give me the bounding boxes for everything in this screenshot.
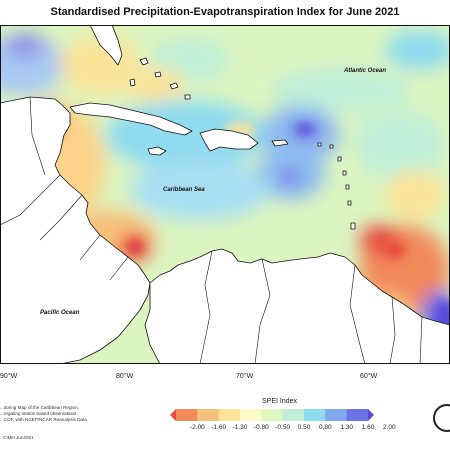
legend-swatch <box>304 409 326 421</box>
copyright-text: CIMH Jun2021 <box>3 435 34 440</box>
legend-swatch <box>261 409 284 421</box>
legend-swatch <box>170 409 176 421</box>
legend-swatch <box>282 409 305 421</box>
lon-label-80w: 80°W <box>116 373 134 380</box>
legend-swatch <box>368 409 374 421</box>
bahamas-islands <box>129 57 191 100</box>
legend-title: SPEI Index <box>262 398 298 405</box>
legend-tick-label: 2.00 <box>383 424 396 431</box>
country-borders <box>0 96 423 364</box>
jamaica-island <box>147 146 167 156</box>
cimh-logo <box>433 404 450 432</box>
map-title: Standardised Precipitation-Evapotranspir… <box>50 6 400 18</box>
legend-tick-label: -1.60 <box>211 424 227 431</box>
legend-tick-label: -0.50 <box>275 424 291 431</box>
florida-landmass <box>89 25 123 66</box>
legend-tick-label: 0.50 <box>297 424 311 431</box>
puerto-rico-island <box>271 139 289 147</box>
legend-tick-label: 1.30 <box>340 424 353 431</box>
central-america-landmass <box>0 96 151 364</box>
note-line: ...COF, with NCEP/NCAR Reanalysis Data <box>0 417 87 422</box>
legend-tick-label: -1.30 <box>232 424 248 431</box>
legend-ticks: -2.00 -1.60 -1.30 -0.80 -0.50 0.50 0.80 1.30 1.6… <box>174 424 396 434</box>
caribbean-sea-label: Caribbean Sea <box>163 187 205 193</box>
lon-label-70w: 70°W <box>236 373 254 380</box>
map-notes: ...itoring Map of the Caribbean Region. … <box>0 405 140 423</box>
legend-tick-label: -0.80 <box>253 424 269 431</box>
atlantic-ocean-label: Atlantic Ocean <box>343 68 386 74</box>
note-line: ...itoring Map of the Caribbean Region. <box>0 405 79 410</box>
cuba-island <box>69 102 193 136</box>
legend-tick-label: 1.60 <box>361 424 375 431</box>
lesser-antilles-islands <box>317 142 356 230</box>
note-line: ...regating station based observations, <box>0 411 78 416</box>
legend-swatch <box>197 409 220 421</box>
lon-label-90w: 90°W <box>0 373 18 380</box>
hispaniola-island <box>199 128 259 152</box>
legend-tick-label: 0.80 <box>319 424 332 431</box>
legend-swatch <box>218 409 241 421</box>
legend-swatch <box>346 409 369 421</box>
legend-swatch <box>240 409 262 421</box>
legend-tick-label: -2.00 <box>189 424 205 431</box>
south-america-landmass <box>144 248 450 364</box>
pacific-ocean-label: Pacific Ocean <box>40 310 80 316</box>
land-masses <box>0 25 450 364</box>
lon-label-60w: 60°W <box>360 373 378 380</box>
legend-swatch <box>176 409 198 421</box>
legend-swatch <box>325 409 348 421</box>
legend-colorbar <box>170 409 374 421</box>
spei-map: Atlantic Ocean Caribbean Sea Pacific Oce… <box>0 25 450 364</box>
